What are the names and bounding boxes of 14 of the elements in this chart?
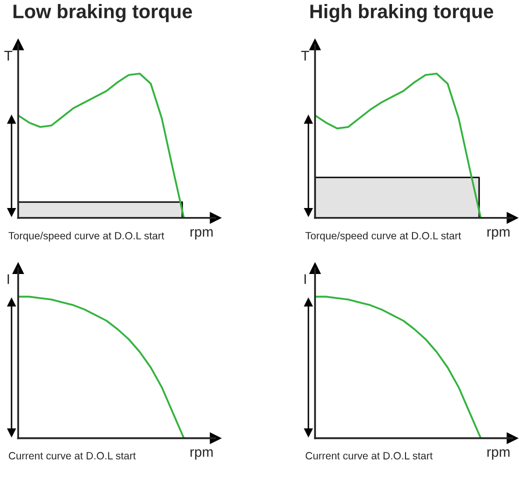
x-axis-title: rpm [190,449,213,460]
x-axis-title: rpm [190,229,213,240]
text: Current curve at D.O.L start [8,452,136,460]
text: Torque/speed curve at D.O.L start [8,232,164,242]
chart-title: Low braking torque [14,4,192,22]
text: Torque/speed curve at D.O.L start [305,232,462,242]
x-axis-title: rpm [487,229,510,240]
y-axis-title: I [304,274,306,284]
text: Current curve at D.O.L start [306,452,433,460]
y-axis-title: T [301,50,310,60]
y-axis-title: T [4,50,12,60]
y-axis-title: I [8,274,9,284]
chart-title: High braking torque [310,4,494,22]
x-axis-title: rpm [487,449,510,460]
